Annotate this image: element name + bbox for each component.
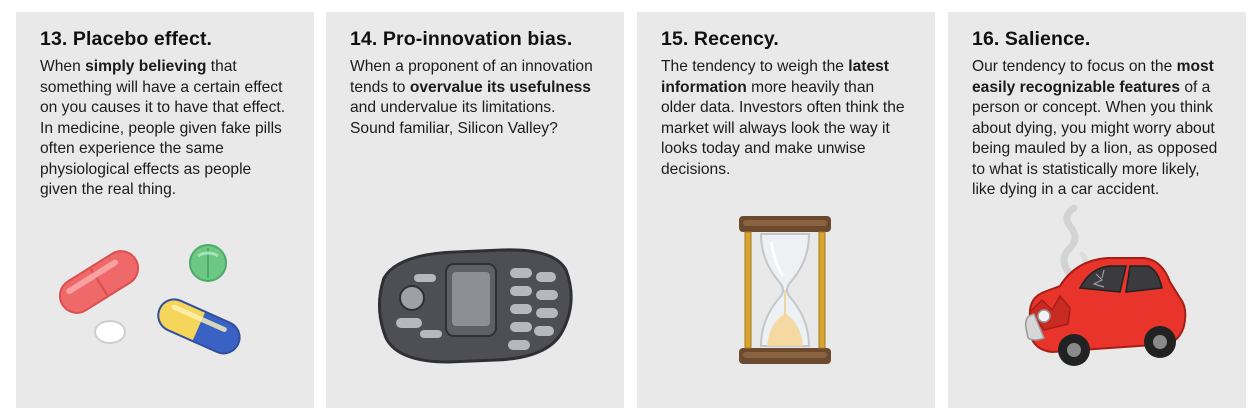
body-bold-text: most easily recognizable features — [972, 58, 1214, 96]
card-recency: 15. Recency. The tendency to weigh the l… — [637, 12, 935, 408]
body-text: When — [40, 58, 86, 75]
body-text: and undervalue its limitations. Sound fa… — [350, 99, 558, 137]
crashed-car-icon — [1024, 204, 1187, 366]
card-title: 16. Salience. — [972, 28, 1091, 50]
card-title: 14. Pro-innovation bias. — [350, 28, 573, 50]
phone-icon — [378, 248, 573, 364]
card-body: Our tendency to focus on the most easily… — [972, 57, 1224, 201]
body-bold-text: latest information — [661, 58, 889, 96]
card-body: When simply believing that something wil… — [40, 57, 292, 201]
card-salience: 16. Salience. Our tendency to focus on t… — [948, 12, 1246, 408]
body-text: that something will have a certain effec… — [40, 58, 286, 198]
card-body: When a proponent of an innovation tends … — [350, 57, 602, 139]
card-title: 15. Recency. — [661, 28, 779, 50]
body-text: more heavily than older data. Investors … — [661, 78, 905, 178]
body-text: Our tendency to focus on the — [972, 58, 1177, 75]
body-text: The tendency to weigh the — [661, 58, 849, 75]
body-bold-text: simply believing — [85, 58, 207, 75]
card-placebo-effect: 13. Placebo effect. When simply believin… — [16, 12, 314, 408]
card-pro-innovation-bias: 14. Pro-innovation bias. When a proponen… — [326, 12, 624, 408]
card-title: 13. Placebo effect. — [40, 28, 213, 50]
hourglass-icon — [739, 216, 831, 364]
pills-icon — [58, 244, 241, 355]
card-body: The tendency to weigh the latest informa… — [661, 57, 913, 180]
body-text: When a proponent of an innovation tends … — [350, 58, 593, 96]
body-bold-text: overvalue its usefulness — [409, 78, 591, 96]
body-text: of a person or concept. When you think a… — [972, 78, 1218, 199]
